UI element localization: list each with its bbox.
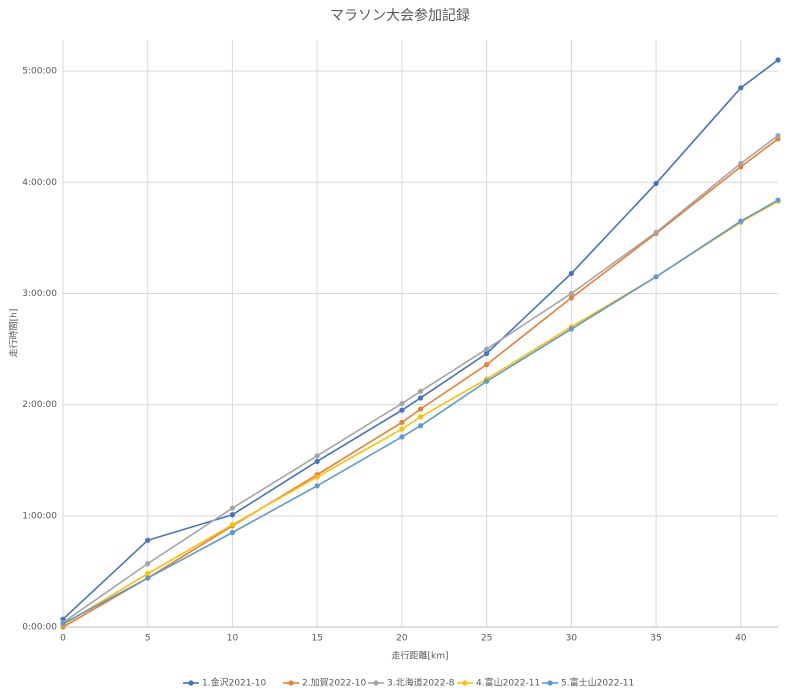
data-point	[60, 621, 66, 627]
legend-label: 3.北海道2022-8	[387, 677, 455, 689]
data-point	[568, 290, 574, 297]
data-point	[568, 270, 574, 277]
y-tick-label: 3:00:00	[22, 289, 57, 299]
x-tick-label: 20	[396, 634, 408, 644]
y-axis-title: 走行時間[h]	[8, 309, 20, 358]
data-point	[145, 537, 151, 543]
y-tick-label: 2:00:00	[22, 400, 57, 410]
data-point	[145, 561, 151, 567]
data-point	[417, 423, 424, 429]
data-point	[399, 400, 405, 407]
legend-marker	[462, 680, 468, 686]
data-point	[314, 474, 320, 480]
legend-marker	[288, 680, 294, 686]
series-line	[62, 138, 779, 628]
x-tick-label: 15	[311, 634, 322, 644]
series-line	[62, 134, 779, 624]
data-point	[314, 458, 320, 464]
data-point	[229, 522, 236, 528]
data-point	[399, 407, 405, 413]
legend-label: 1.金沢2021-10	[202, 677, 266, 689]
data-point	[417, 406, 424, 412]
series-line	[62, 200, 779, 626]
data-point	[229, 505, 236, 511]
data-point	[399, 434, 405, 440]
data-point	[484, 362, 490, 368]
x-tick-label: 5	[145, 634, 151, 644]
x-tick-label: 0	[60, 634, 66, 644]
data-point	[775, 57, 781, 63]
data-point	[738, 160, 744, 167]
series-line	[62, 59, 779, 620]
data-point	[229, 529, 236, 536]
data-point	[653, 180, 659, 187]
x-tick-label: 35	[650, 634, 661, 644]
data-point	[653, 274, 659, 280]
chart-title: マラソン大会参加記録	[330, 7, 470, 24]
x-axis-title: 走行距離[km]	[391, 650, 448, 662]
data-point	[738, 85, 744, 91]
legend-label: 5.富士山2022-11	[561, 677, 634, 689]
data-point	[314, 483, 320, 489]
y-tick-label: 5:00:00	[22, 67, 57, 77]
data-point	[417, 388, 424, 394]
data-point	[484, 346, 490, 352]
x-tick-label: 25	[481, 634, 492, 644]
data-point	[417, 395, 424, 401]
y-tick-label: 0:00:00	[22, 623, 57, 633]
data-point	[484, 378, 490, 384]
data-point	[417, 414, 424, 420]
data-point	[399, 419, 405, 426]
y-tick-label: 1:00:00	[22, 511, 57, 521]
data-point	[145, 571, 151, 577]
data-point	[229, 512, 236, 518]
legend-marker	[188, 680, 194, 686]
data-point	[653, 229, 659, 235]
data-point	[314, 453, 320, 459]
x-tick-label: 10	[227, 634, 239, 644]
data-point	[484, 350, 490, 357]
y-tick-label: 4:00:00	[22, 178, 57, 188]
data-point	[399, 426, 405, 432]
data-point	[145, 575, 151, 581]
legend-label: 2.加賀2022-10	[302, 677, 366, 689]
x-tick-label: 40	[735, 634, 747, 644]
data-point	[568, 326, 574, 332]
legend-marker	[373, 680, 379, 686]
data-point	[775, 197, 781, 203]
legend-label: 4.富山2022-11	[476, 677, 540, 689]
x-tick-label: 30	[566, 634, 578, 644]
data-point	[738, 218, 744, 224]
legend-marker	[547, 680, 553, 686]
data-point	[775, 133, 781, 139]
data-point	[568, 295, 574, 301]
